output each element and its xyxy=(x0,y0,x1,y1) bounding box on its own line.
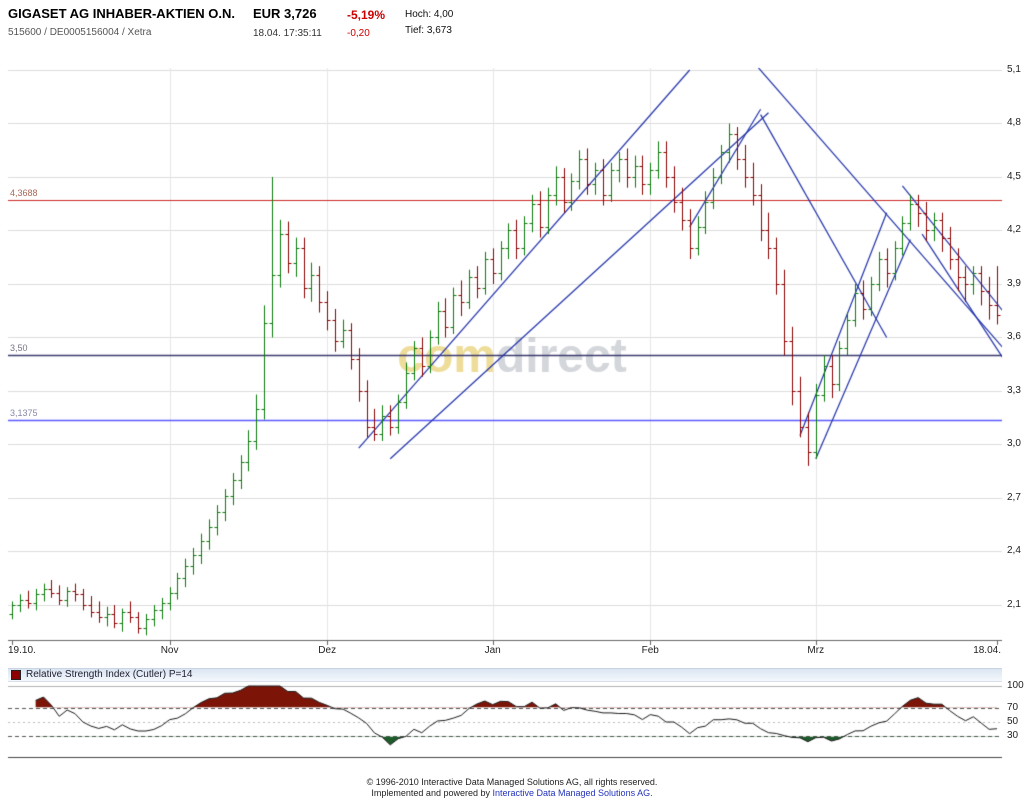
rsi-header-bar: Relative Strength Index (Cutler) P=14 xyxy=(8,668,1002,682)
day-high: Hoch: 4,00 xyxy=(405,9,454,20)
page-footer: © 1996-2010 Interactive Data Managed Sol… xyxy=(0,777,1024,799)
powered-prefix: Implemented and powered by xyxy=(371,788,493,798)
last-price: EUR 3,726 xyxy=(253,6,317,21)
change-absolute: -0,20 xyxy=(347,28,370,39)
quote-header: GIGASET AG INHABER-AKTIEN O.N. 515600 / … xyxy=(0,0,1024,58)
instrument-title: GIGASET AG INHABER-AKTIEN O.N. xyxy=(8,6,236,21)
quote-timestamp: 18.04. 17:35:11 xyxy=(253,28,322,39)
rsi-label: Relative Strength Index (Cutler) P=14 xyxy=(26,669,193,680)
copyright-line: © 1996-2010 Interactive Data Managed Sol… xyxy=(366,777,658,787)
day-low: Tief: 3,673 xyxy=(405,25,452,36)
instrument-subtitle: 515600 / DE0005156004 / Xetra xyxy=(8,27,152,38)
provider-link[interactable]: Interactive Data Managed Solutions AG. xyxy=(492,788,653,798)
powered-line: Implemented and powered by Interactive D… xyxy=(0,788,1024,799)
change-percent: -5,19% xyxy=(347,8,386,22)
rsi-legend-icon xyxy=(11,670,21,680)
